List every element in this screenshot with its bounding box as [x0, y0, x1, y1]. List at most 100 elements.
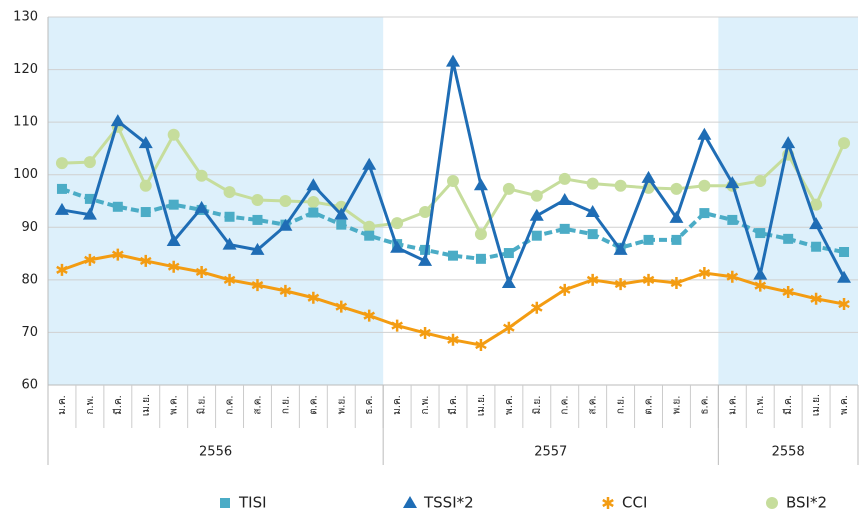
y-tick-label: 120 — [13, 62, 38, 77]
x-tick-label: ม.ค. — [392, 395, 403, 415]
marker — [587, 229, 598, 240]
marker — [140, 207, 151, 218]
marker — [364, 230, 375, 241]
marker — [419, 206, 432, 219]
marker — [419, 326, 431, 339]
marker — [503, 248, 514, 259]
group-label: 2557 — [534, 445, 567, 460]
marker — [754, 279, 767, 292]
marker — [530, 301, 543, 314]
marker — [531, 230, 542, 241]
x-tick-label: ธ.ค. — [699, 395, 710, 414]
marker — [697, 127, 712, 140]
marker — [602, 497, 614, 509]
marker — [558, 172, 571, 185]
marker — [810, 198, 823, 211]
marker — [84, 193, 95, 204]
marker — [641, 170, 656, 183]
marker — [725, 176, 740, 189]
series — [55, 120, 851, 241]
marker — [55, 157, 68, 170]
series-line — [61, 187, 845, 261]
marker — [698, 267, 711, 280]
marker — [810, 292, 822, 305]
marker — [306, 178, 321, 191]
marker — [530, 189, 543, 202]
marker — [838, 137, 851, 150]
marker — [362, 157, 377, 170]
x-tick-label: ม.ค. — [727, 395, 738, 415]
marker — [643, 234, 654, 245]
marker — [447, 175, 459, 188]
marker — [167, 260, 180, 273]
y-tick-label: 100 — [13, 167, 38, 182]
marker — [279, 195, 292, 207]
marker — [698, 179, 711, 192]
marker — [474, 228, 487, 241]
marker — [766, 497, 778, 509]
x-tick-label: ก.พ. — [420, 395, 431, 414]
marker — [194, 200, 209, 213]
marker — [222, 237, 237, 250]
marker — [755, 228, 766, 239]
x-tick-label: เม.ย. — [476, 394, 487, 416]
marker — [699, 208, 710, 219]
marker — [503, 321, 515, 334]
marker — [558, 283, 571, 296]
x-tick-label: เม.ย. — [141, 394, 152, 416]
marker — [809, 217, 824, 230]
x-tick-label: มี.ค. — [112, 395, 124, 415]
marker — [613, 242, 628, 255]
marker — [475, 253, 486, 264]
marker — [112, 248, 124, 261]
x-tick-label: ส.ค. — [252, 395, 263, 414]
x-tick-label: ธ.ค. — [364, 395, 375, 414]
x-tick-label: ก.พ. — [755, 395, 766, 414]
marker — [220, 498, 230, 508]
x-tick-label: ก.ค. — [560, 395, 571, 414]
legend-label: CCI — [622, 494, 647, 511]
marker — [307, 291, 320, 304]
marker — [167, 128, 180, 141]
x-tick-label: ก.ย. — [616, 396, 627, 414]
marker — [753, 267, 768, 280]
group-label: 2556 — [199, 445, 232, 460]
x-tick-label: ต.ค. — [644, 395, 655, 415]
marker — [278, 218, 293, 231]
marker — [446, 54, 460, 67]
marker — [557, 192, 572, 205]
x-tick-label: พ.ค. — [169, 395, 180, 415]
y-tick-label: 70 — [21, 325, 38, 340]
marker — [138, 136, 153, 149]
marker — [82, 207, 97, 220]
marker — [838, 298, 850, 311]
marker — [363, 309, 376, 322]
x-tick-label: มิ.ย. — [197, 396, 208, 415]
x-tick-label: เม.ย. — [811, 394, 822, 416]
marker — [250, 242, 265, 255]
marker — [334, 207, 349, 220]
series — [54, 54, 852, 289]
marker — [781, 136, 796, 149]
marker — [403, 496, 417, 508]
x-tick-label: พ.ค. — [839, 395, 850, 415]
marker — [642, 273, 655, 286]
legend-label: TSSI*2 — [423, 494, 474, 511]
marker — [559, 223, 570, 234]
marker — [252, 214, 263, 225]
marker — [54, 202, 69, 215]
x-tick-label: พ.ย. — [671, 396, 682, 415]
marker — [839, 246, 850, 257]
x-tick-label: ก.พ. — [85, 395, 96, 414]
marker — [447, 333, 459, 346]
marker — [811, 241, 822, 252]
marker — [195, 265, 208, 278]
marker — [754, 175, 767, 188]
y-tick-label: 130 — [13, 10, 38, 25]
marker — [420, 244, 431, 255]
marker — [224, 211, 235, 222]
marker — [473, 178, 488, 191]
marker — [139, 254, 152, 267]
marker — [84, 253, 96, 266]
y-tick-label: 110 — [13, 115, 38, 130]
